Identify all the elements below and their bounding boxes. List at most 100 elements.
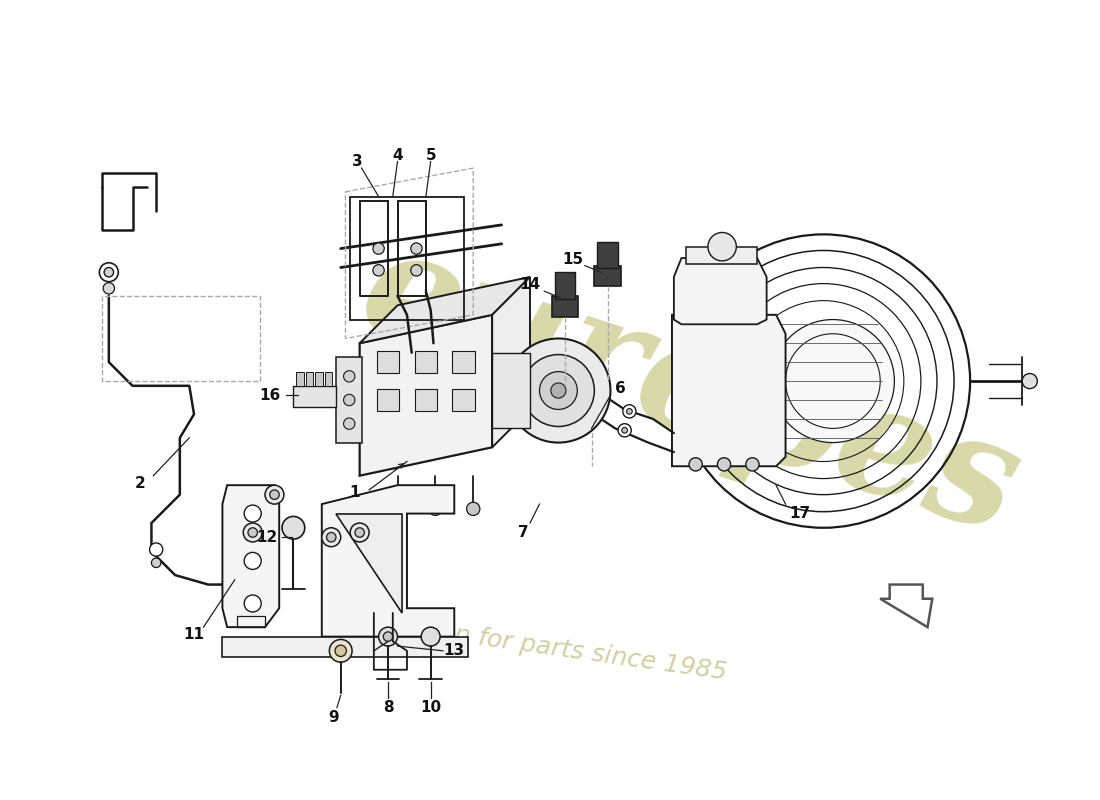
Polygon shape	[336, 514, 403, 613]
Circle shape	[771, 319, 894, 442]
Circle shape	[539, 372, 578, 410]
Circle shape	[513, 416, 519, 422]
Circle shape	[343, 418, 355, 430]
Circle shape	[99, 262, 119, 282]
Polygon shape	[674, 258, 767, 324]
Circle shape	[390, 502, 404, 515]
Circle shape	[150, 543, 163, 556]
Text: 4: 4	[393, 148, 403, 163]
Circle shape	[378, 627, 397, 646]
Text: 1: 1	[350, 486, 360, 500]
Bar	[594, 266, 620, 286]
Text: 15: 15	[562, 253, 583, 267]
Bar	[336, 358, 363, 442]
Bar	[452, 350, 475, 374]
Circle shape	[618, 424, 631, 437]
Polygon shape	[492, 277, 530, 447]
Text: 6: 6	[615, 381, 625, 396]
Circle shape	[248, 562, 263, 578]
Circle shape	[1022, 374, 1037, 389]
Circle shape	[627, 409, 632, 414]
Circle shape	[509, 394, 522, 406]
Circle shape	[104, 267, 113, 277]
Text: 10: 10	[420, 700, 441, 715]
Bar	[415, 350, 438, 374]
Bar	[316, 372, 322, 386]
Polygon shape	[672, 315, 785, 466]
Circle shape	[623, 405, 636, 418]
Circle shape	[506, 338, 610, 442]
Bar	[324, 372, 332, 386]
Circle shape	[551, 383, 566, 398]
Circle shape	[410, 265, 422, 276]
Circle shape	[329, 639, 352, 662]
Bar	[554, 272, 575, 298]
Circle shape	[708, 233, 736, 261]
Circle shape	[343, 394, 355, 406]
Bar	[306, 372, 313, 386]
Circle shape	[509, 412, 522, 426]
Circle shape	[350, 523, 370, 542]
Text: 17: 17	[789, 506, 811, 521]
Circle shape	[244, 552, 261, 570]
Circle shape	[621, 427, 627, 433]
Circle shape	[689, 458, 702, 471]
Text: 12: 12	[256, 530, 277, 545]
Text: 11: 11	[184, 627, 205, 642]
Circle shape	[336, 645, 346, 657]
Circle shape	[383, 632, 393, 642]
Circle shape	[244, 505, 261, 522]
Circle shape	[248, 528, 257, 538]
Bar	[222, 637, 469, 658]
Circle shape	[327, 533, 336, 542]
Text: 16: 16	[260, 388, 280, 402]
Text: a passion for parts since 1985: a passion for parts since 1985	[351, 608, 728, 684]
Polygon shape	[360, 315, 492, 476]
Text: 13: 13	[443, 643, 465, 658]
Bar	[452, 389, 475, 411]
Text: 14: 14	[519, 277, 540, 292]
Bar	[236, 616, 265, 627]
Circle shape	[410, 243, 422, 254]
Circle shape	[717, 458, 730, 471]
Circle shape	[244, 595, 261, 612]
Circle shape	[265, 485, 284, 504]
Circle shape	[251, 580, 261, 590]
Circle shape	[746, 458, 759, 471]
Circle shape	[270, 490, 279, 499]
Circle shape	[152, 558, 161, 567]
Bar	[597, 242, 618, 269]
Bar	[350, 197, 464, 319]
Circle shape	[243, 523, 262, 542]
Circle shape	[373, 265, 384, 276]
Text: 8: 8	[383, 700, 394, 715]
Bar	[552, 296, 579, 317]
Circle shape	[322, 528, 341, 546]
Bar	[294, 386, 335, 406]
Text: 2: 2	[134, 476, 145, 490]
Bar	[376, 389, 399, 411]
Circle shape	[103, 282, 114, 294]
Text: 9: 9	[328, 710, 339, 725]
Circle shape	[343, 370, 355, 382]
Bar	[415, 389, 438, 411]
Circle shape	[429, 502, 442, 515]
Bar	[376, 350, 399, 374]
Text: 7: 7	[518, 525, 529, 540]
Circle shape	[282, 517, 305, 539]
Circle shape	[466, 502, 480, 515]
Bar	[686, 246, 757, 264]
Circle shape	[355, 528, 364, 538]
Circle shape	[522, 354, 594, 426]
Circle shape	[373, 243, 384, 254]
Circle shape	[513, 397, 519, 403]
Bar	[492, 353, 530, 428]
Polygon shape	[222, 485, 279, 627]
Bar	[296, 372, 304, 386]
Circle shape	[421, 627, 440, 646]
Text: 3: 3	[352, 154, 363, 169]
Polygon shape	[322, 485, 454, 637]
Text: 5: 5	[426, 148, 436, 163]
Polygon shape	[360, 277, 530, 343]
Text: europes: europes	[344, 214, 1037, 566]
